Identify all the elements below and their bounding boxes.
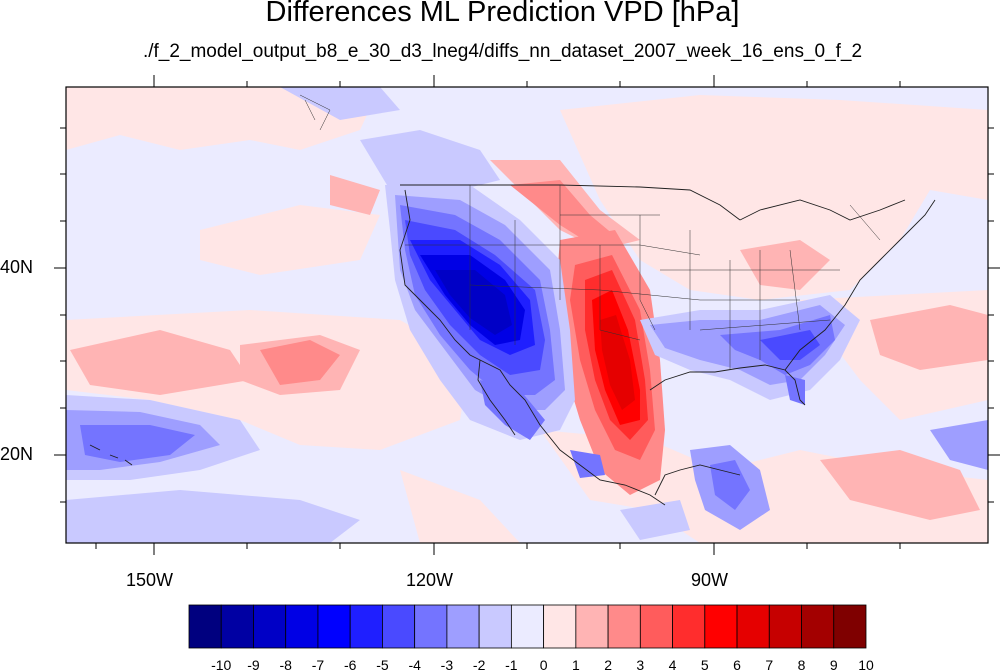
colorbar-swatch <box>575 604 609 649</box>
coastlines <box>89 184 936 506</box>
colorbar-swatch <box>285 604 319 649</box>
colorbar-tick-label: 0 <box>540 657 548 672</box>
colorbar-swatch <box>607 604 641 649</box>
colorbar-tick-label: 1 <box>572 657 580 672</box>
canada-blue <box>280 87 500 195</box>
central-red-ridge <box>555 230 665 495</box>
colorbar-swatch <box>672 604 706 649</box>
colorbar-tick-label: 4 <box>669 657 677 672</box>
colorbar-tick-label: -10 <box>211 657 231 672</box>
lon-label-120w: 120W <box>406 570 454 590</box>
map-subtitle: ./f_2_model_output_b8_e_30_d3_lneg4/diff… <box>142 41 863 62</box>
lat-label-20n: 20N <box>0 444 34 464</box>
southeast-blue <box>640 295 860 405</box>
baja-blue <box>480 380 605 478</box>
caribbean-blue <box>620 420 988 540</box>
colorbar-swatch <box>253 604 287 649</box>
lon-label-150w: 150W <box>126 570 174 590</box>
colorbar-tick-label: -1 <box>505 657 518 672</box>
colorbar-swatch <box>317 604 351 649</box>
colorbar-tick-label: -3 <box>441 657 454 672</box>
colorbar-tick-label: 5 <box>701 657 709 672</box>
pacific-blue-band <box>66 395 360 543</box>
colorbar-tick-label: 9 <box>830 657 838 672</box>
lat-label-40n: 40N <box>0 257 34 277</box>
colorbar-swatch <box>639 604 673 649</box>
colorbar-tick-label: -5 <box>376 657 389 672</box>
colorbar-tick-label: -4 <box>408 657 421 672</box>
colorbar-swatch <box>414 604 448 649</box>
colorbar-tick-label: 6 <box>733 657 741 672</box>
axis-ticks <box>54 75 1000 555</box>
colorbar-tick-label: -6 <box>344 657 357 672</box>
colorbar-swatch <box>801 604 835 649</box>
colorbar-swatch <box>510 604 545 649</box>
lon-label-90w: 90W <box>691 570 729 590</box>
colorbar-swatch <box>478 604 512 649</box>
colorbar-tick-label: -2 <box>473 657 486 672</box>
colorbar-swatch <box>704 604 738 649</box>
colorbar-tick-label: -7 <box>312 657 325 672</box>
colorbar-swatch <box>349 604 383 649</box>
colorbar-swatch <box>833 604 867 649</box>
colorbar-tick-label: -9 <box>247 657 260 672</box>
map-title: Differences ML Prediction VPD [hPa] <box>265 0 740 28</box>
colorbar-swatch <box>768 604 802 649</box>
colorbar-swatch <box>220 604 254 649</box>
colorbar-swatch <box>736 604 770 649</box>
colorbar-tick-label: 8 <box>798 657 806 672</box>
colorbar-swatch <box>188 604 222 649</box>
colorbar-swatch <box>543 604 577 649</box>
colorbar-tick-label: 2 <box>604 657 612 672</box>
colorbar-tick-label: 10 <box>858 657 874 672</box>
colorbar-swatch <box>446 604 480 649</box>
state-borders <box>299 94 881 370</box>
colorbar-tick-label: -8 <box>279 657 292 672</box>
colorbar-tick-label: 3 <box>636 657 644 672</box>
colorbar-swatch <box>382 604 416 649</box>
western-blue-basin <box>385 185 575 440</box>
colorbar-tick-label: 7 <box>765 657 773 672</box>
